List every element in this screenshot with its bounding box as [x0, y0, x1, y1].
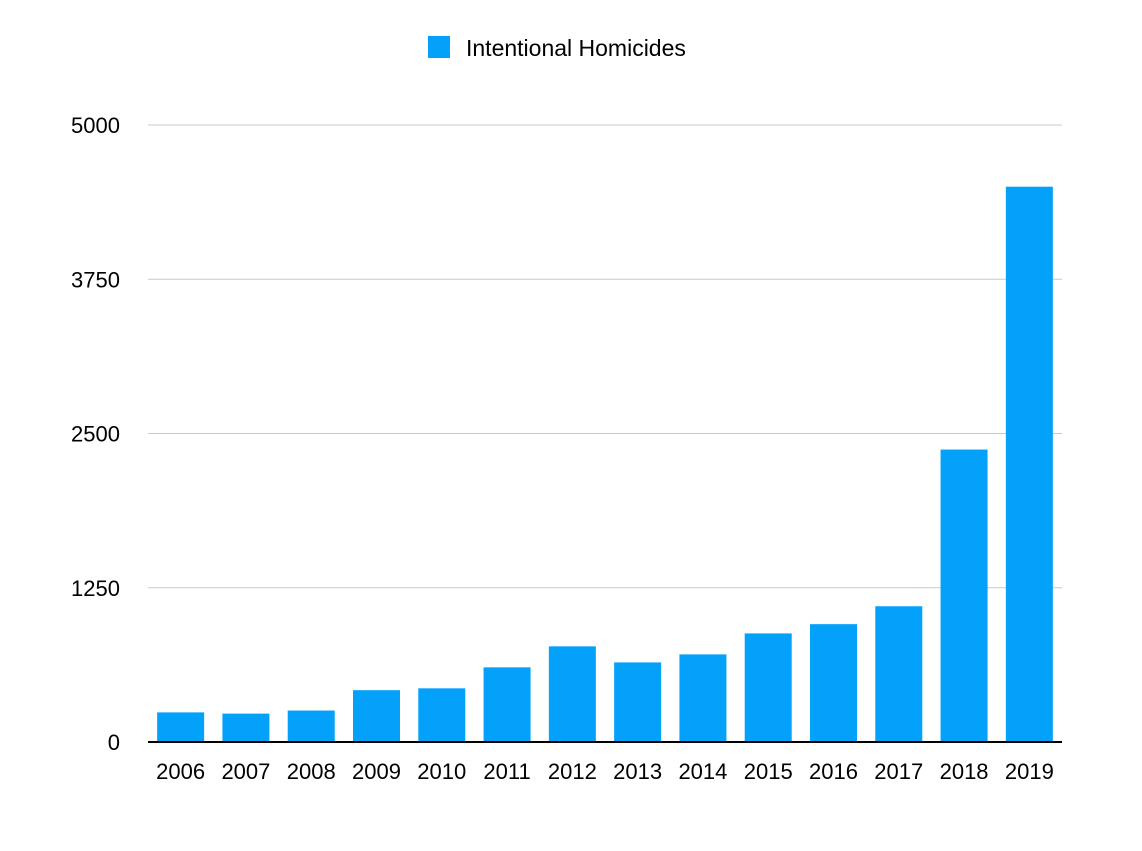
x-tick-label: 2019	[1005, 759, 1054, 784]
bar-2018	[940, 449, 988, 742]
x-tick-label: 2007	[221, 759, 270, 784]
x-tick-label: 2006	[156, 759, 205, 784]
bar-2011	[483, 667, 531, 742]
x-tick-label: 2012	[548, 759, 597, 784]
x-tick-label: 2014	[678, 759, 727, 784]
y-tick-label: 5000	[71, 113, 120, 138]
bar-2019	[1005, 186, 1053, 742]
x-tick-label: 2016	[809, 759, 858, 784]
y-tick-label: 2500	[71, 422, 120, 447]
legend-swatch	[428, 36, 450, 58]
bar-2017	[875, 606, 923, 742]
y-tick-label: 1250	[71, 576, 120, 601]
x-tick-label: 2010	[417, 759, 466, 784]
bar-2006	[157, 712, 205, 742]
bar-2016	[809, 624, 858, 742]
x-tick-label: 2011	[483, 759, 530, 784]
bar-2010	[418, 688, 466, 742]
bar-2013	[614, 662, 662, 742]
bar-2007	[222, 713, 270, 742]
bar-2015	[744, 633, 792, 742]
legend: Intentional Homicides	[428, 35, 686, 61]
x-axis-tick-labels: 2006 2007 2008 2009 2010 2011 2012 2013 2014 2015…	[156, 759, 1054, 784]
bar-2012	[548, 646, 596, 742]
grid-lines	[148, 124, 1062, 589]
y-tick-label: 3750	[71, 267, 120, 292]
y-tick-label: 0	[108, 730, 120, 755]
x-tick-label: 2015	[744, 759, 793, 784]
y-axis-tick-labels: 0 1250 2500 3750 5000	[71, 113, 120, 755]
bar-2009	[352, 690, 401, 742]
bar-2008	[287, 710, 335, 742]
x-tick-label: 2013	[613, 759, 662, 784]
bar-2014	[679, 654, 727, 742]
x-tick-label: 2009	[352, 759, 401, 784]
x-tick-label: 2008	[287, 759, 336, 784]
legend-label: Intentional Homicides	[466, 35, 686, 61]
bars	[157, 186, 1053, 742]
x-tick-label: 2018	[940, 759, 989, 784]
x-tick-label: 2017	[874, 759, 923, 784]
